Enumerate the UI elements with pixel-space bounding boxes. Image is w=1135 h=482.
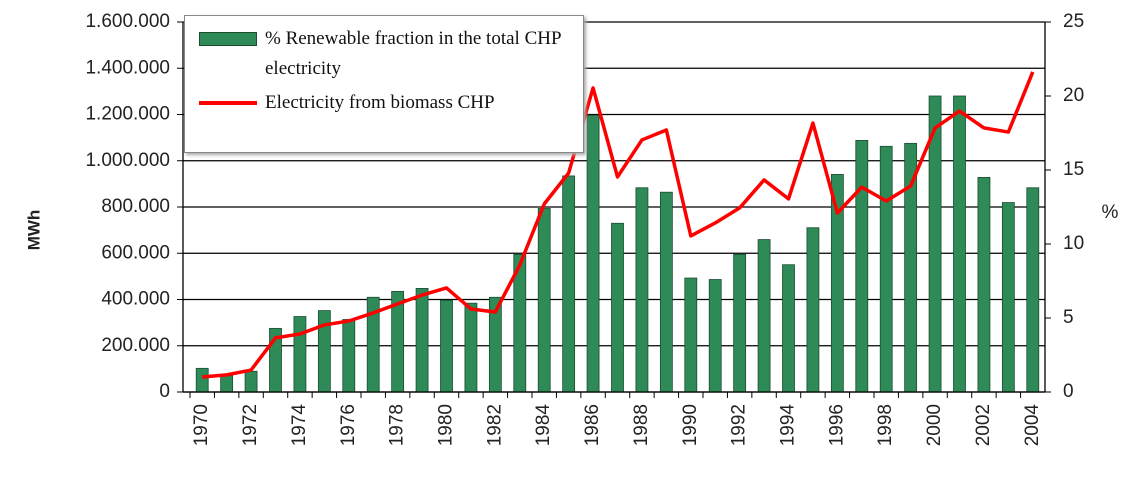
y2-tick-label: 10 <box>1063 233 1084 254</box>
y-tick-label: 1.200.000 <box>85 104 170 125</box>
x-tick-label: 1992 <box>729 404 750 446</box>
x-tick-label: 2000 <box>924 404 945 446</box>
y-tick-label: 1.000.000 <box>85 150 170 171</box>
y2-tick-label: 5 <box>1063 307 1074 328</box>
bar <box>342 319 356 393</box>
bar <box>562 175 576 393</box>
y-tick-label: 200.000 <box>101 335 170 356</box>
bar <box>415 287 429 393</box>
x-tick-label: 1974 <box>289 404 310 447</box>
x-tick-label: 1990 <box>680 404 701 446</box>
x-tick-label: 1980 <box>436 404 457 446</box>
bar <box>195 367 209 393</box>
bar <box>708 279 722 393</box>
y2-tick-label: 25 <box>1063 11 1084 32</box>
legend: % Renewable fraction in the total CHP el… <box>184 15 584 153</box>
bar <box>1026 187 1040 393</box>
bar <box>733 253 747 393</box>
bar <box>220 375 234 393</box>
legend-label: % Renewable fraction in the total CHP el… <box>265 28 561 79</box>
x-tick-label: 1984 <box>533 404 554 447</box>
bar <box>586 114 600 393</box>
legend-label: Electricity from biomass CHP <box>265 92 495 113</box>
x-tick-label: 1994 <box>778 404 799 447</box>
bar <box>635 187 649 393</box>
bar <box>977 176 991 393</box>
x-tick-label: 1998 <box>875 404 896 446</box>
bar <box>684 277 698 393</box>
x-tick-label: 2004 <box>1022 404 1043 447</box>
bar <box>659 191 673 393</box>
legend-item: % Renewable fraction in the total CHP el… <box>199 24 565 84</box>
y2-axis-label: % <box>1102 202 1119 223</box>
bar <box>1001 202 1015 393</box>
x-tick-label: 1970 <box>191 404 212 446</box>
bar <box>293 316 307 393</box>
y-tick-label: 800.000 <box>101 196 170 217</box>
bar <box>440 299 453 393</box>
y2-tick-label: 20 <box>1063 85 1084 106</box>
bar <box>806 227 820 393</box>
y2-tick-label: 15 <box>1063 159 1084 180</box>
bar <box>904 142 918 393</box>
y-tick-label: 1.600.000 <box>85 11 170 32</box>
legend-swatch <box>199 101 257 105</box>
bar <box>855 139 869 393</box>
y-tick-label: 600.000 <box>101 242 170 263</box>
bar <box>757 239 771 393</box>
bar <box>464 302 478 393</box>
bar <box>611 222 624 393</box>
y-tick-label: 1.400.000 <box>85 57 170 78</box>
legend-item: Electricity from biomass CHP <box>199 88 565 118</box>
bar <box>244 370 258 393</box>
legend-swatch <box>199 32 257 46</box>
y-tick-label: 400.000 <box>101 289 170 310</box>
x-tick-label: 1982 <box>484 404 505 446</box>
y-tick-label: 0 <box>159 381 170 402</box>
x-tick-label: 1976 <box>338 404 359 446</box>
y2-tick-label: 0 <box>1063 381 1074 402</box>
x-tick-label: 1986 <box>582 404 603 446</box>
y-axis-label: MWh <box>24 210 43 251</box>
bar <box>879 145 893 393</box>
x-tick-label: 2002 <box>973 404 994 446</box>
bar <box>953 95 966 393</box>
line <box>202 71 1035 379</box>
bar <box>537 208 551 393</box>
x-tick-label: 1972 <box>240 404 261 446</box>
x-tick-label: 1978 <box>387 404 408 446</box>
x-tick-label: 1996 <box>826 404 847 446</box>
bar <box>782 264 795 393</box>
x-tick-label: 1988 <box>631 404 652 446</box>
